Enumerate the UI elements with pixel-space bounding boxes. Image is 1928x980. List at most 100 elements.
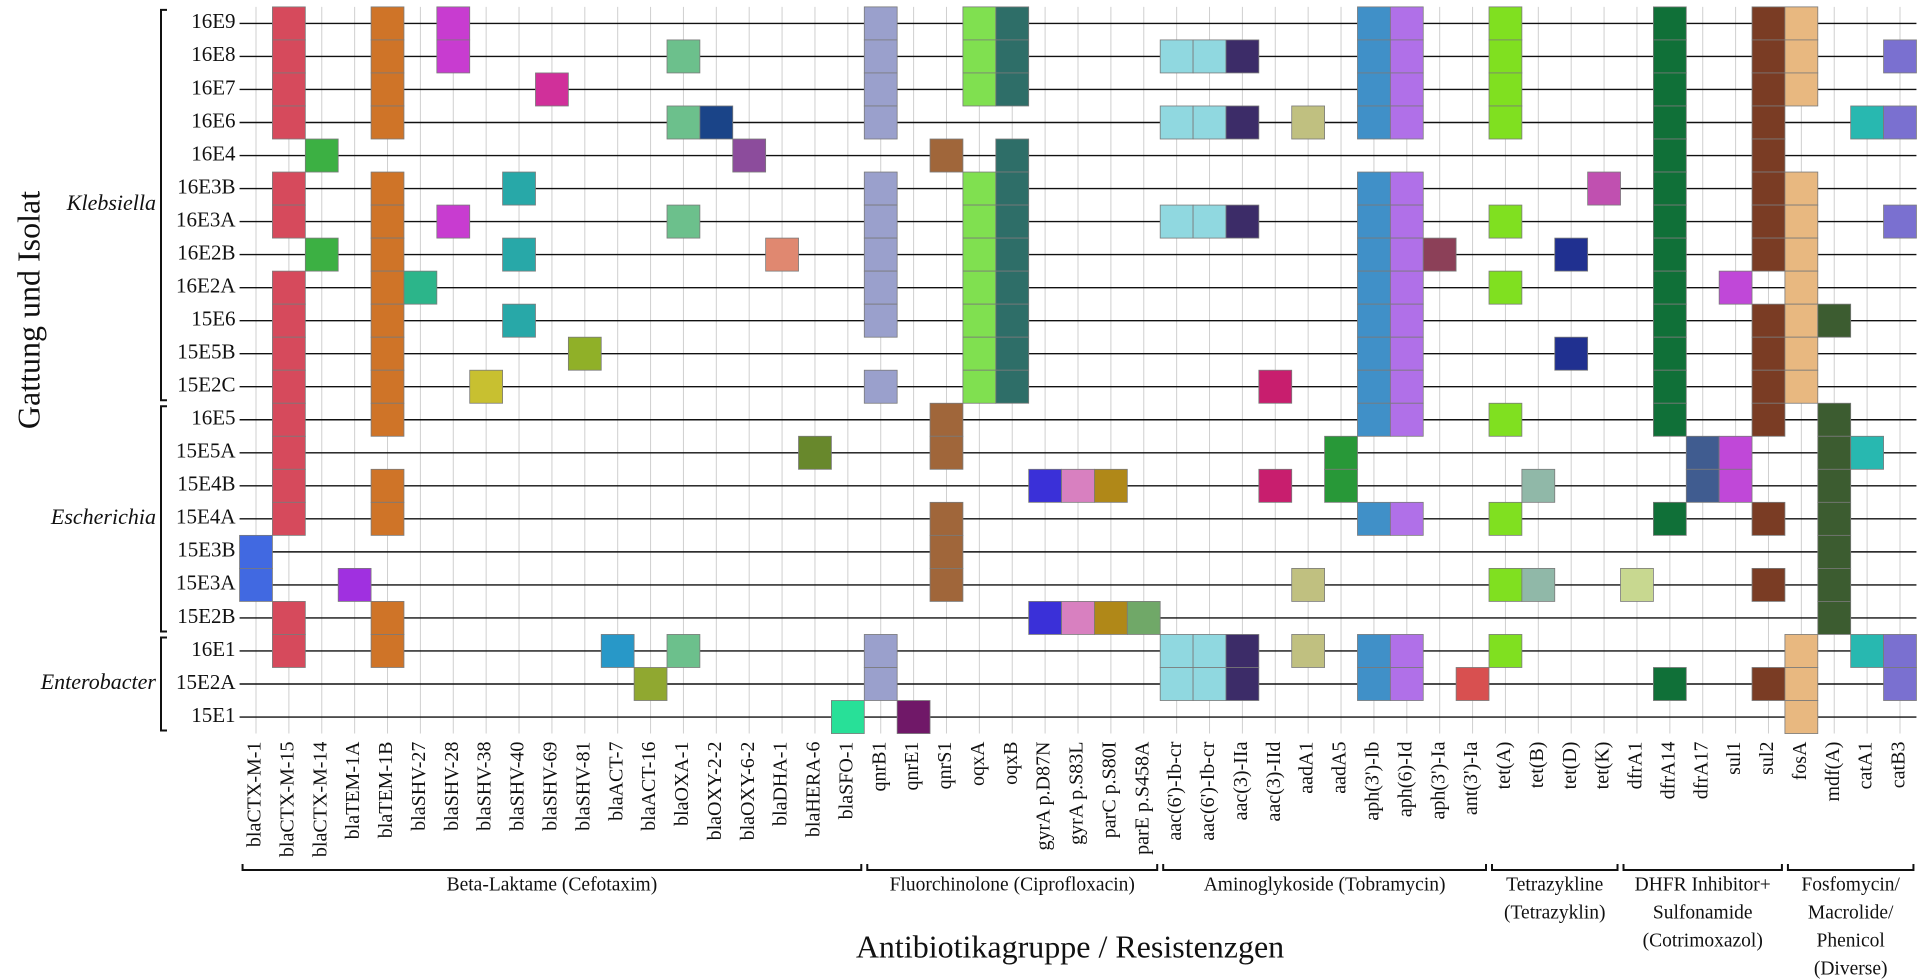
gene-cell bbox=[1357, 303, 1391, 338]
gene-cell bbox=[995, 237, 1030, 272]
gene-cell bbox=[1488, 6, 1523, 41]
gene-cell bbox=[929, 435, 964, 470]
x-tick-label: aac(3)-IIa bbox=[1230, 741, 1252, 820]
gene-cell bbox=[272, 303, 306, 338]
gene-cell bbox=[1751, 303, 1786, 338]
gene-cell bbox=[502, 303, 536, 338]
gene-cell bbox=[1357, 270, 1391, 305]
group-label: DHFR Inhibitor+ bbox=[1635, 874, 1771, 895]
gene-cell bbox=[1324, 468, 1358, 503]
gene-cell bbox=[1685, 468, 1720, 503]
group-bracket bbox=[241, 864, 863, 871]
gene-cell bbox=[732, 138, 767, 173]
gene-cell bbox=[1488, 72, 1523, 107]
gene-cell bbox=[1291, 567, 1325, 602]
gene-cell bbox=[1028, 601, 1062, 635]
gene-cell bbox=[1653, 501, 1687, 536]
x-tick-label: blaSHV-38 bbox=[474, 742, 496, 831]
group-label: Fluorchinolone (Ciprofloxacin) bbox=[890, 874, 1135, 895]
x-tick-label: aph(3')-Ib bbox=[1362, 742, 1384, 821]
gene-cell bbox=[831, 700, 865, 734]
gene-cell bbox=[1488, 270, 1523, 305]
x-tick-label: blaSHV-40 bbox=[507, 742, 529, 831]
gene-cell bbox=[272, 171, 306, 206]
x-tick-label: aac(3)-IId bbox=[1263, 742, 1285, 822]
x-tick-label: blaOXY-6-2 bbox=[737, 742, 759, 841]
x-tick-label: aac(6')-Ib-cr bbox=[1197, 741, 1219, 840]
gene-cell bbox=[929, 534, 964, 569]
group-label: Macrolide/ bbox=[1808, 902, 1894, 923]
gene-cell bbox=[1192, 204, 1227, 239]
gene-cell bbox=[863, 72, 898, 107]
gene-cell bbox=[272, 402, 306, 437]
gene-cell bbox=[633, 667, 668, 701]
gene-cell bbox=[1094, 601, 1128, 635]
gene-cell bbox=[1094, 468, 1128, 503]
gene-cell bbox=[929, 501, 964, 536]
x-tick-label: parC p.S80I bbox=[1098, 742, 1120, 839]
gene-cell bbox=[995, 336, 1030, 371]
gene-cell bbox=[370, 303, 405, 338]
x-tick-label: blaSFO-1 bbox=[835, 742, 857, 820]
gene-cell bbox=[1389, 667, 1424, 701]
gene-cell bbox=[1751, 336, 1786, 371]
gene-cell bbox=[272, 336, 306, 371]
x-tick-label: blaOXA-1 bbox=[671, 742, 693, 826]
gene-cell bbox=[896, 700, 931, 734]
gene-cell bbox=[370, 634, 405, 668]
genus-bracket bbox=[160, 405, 167, 633]
gene-cell bbox=[962, 336, 997, 371]
gene-cell bbox=[1751, 369, 1786, 404]
gene-cell bbox=[666, 634, 701, 668]
gene-cell bbox=[1850, 105, 1884, 140]
gene-cell bbox=[699, 105, 734, 140]
gene-cell bbox=[1389, 402, 1424, 437]
gene-cell bbox=[1784, 270, 1819, 305]
gene-cell bbox=[962, 72, 997, 107]
gene-cell bbox=[600, 634, 635, 668]
gene-cell bbox=[370, 601, 405, 635]
gene-cell bbox=[1653, 667, 1687, 701]
x-tick-label: mdf(A) bbox=[1822, 742, 1844, 802]
y-tick-label: 15E3B bbox=[177, 538, 235, 562]
y-tick-label: 16E2B bbox=[177, 240, 235, 264]
y-tick-label: 16E2A bbox=[176, 273, 236, 297]
y-tick-label: 15E2C bbox=[177, 373, 235, 397]
gene-cell bbox=[1817, 501, 1852, 536]
gene-cell bbox=[1751, 105, 1786, 140]
x-tick-label: blaTEM-1B bbox=[375, 742, 397, 839]
x-tick-label: parE p.S458A bbox=[1131, 741, 1153, 855]
gene-cell bbox=[962, 6, 997, 41]
gene-cell bbox=[1488, 402, 1523, 437]
gene-cell bbox=[765, 237, 799, 272]
x-tick-label: blaACT-16 bbox=[638, 742, 660, 831]
gene-cell bbox=[370, 402, 405, 437]
gene-cell bbox=[272, 501, 306, 536]
group-label: (Cotrimoxazol) bbox=[1643, 930, 1763, 951]
gene-cell bbox=[929, 567, 964, 602]
gene-cell bbox=[995, 6, 1030, 41]
gene-cell bbox=[370, 369, 405, 404]
x-tick-label: sul1 bbox=[1723, 742, 1745, 775]
gene-cell bbox=[1554, 336, 1589, 371]
gene-cell bbox=[1061, 468, 1095, 503]
x-tick-label: tet(D) bbox=[1559, 742, 1581, 790]
gene-cell bbox=[929, 138, 964, 173]
gene-cell bbox=[863, 39, 898, 74]
x-tick-label: blaCTX-M-14 bbox=[309, 742, 331, 858]
gene-cell bbox=[1718, 468, 1753, 503]
x-tick-label: qnrB1 bbox=[868, 742, 890, 792]
gene-cell bbox=[995, 204, 1030, 239]
gene-cell bbox=[304, 237, 339, 272]
gene-cell bbox=[1192, 634, 1227, 668]
gene-cell bbox=[1784, 237, 1819, 272]
gene-cell bbox=[929, 402, 964, 437]
gene-cell bbox=[1784, 369, 1819, 404]
gene-cell bbox=[272, 6, 306, 41]
gene-cell bbox=[272, 435, 306, 470]
genus-label: Enterobacter bbox=[40, 669, 157, 694]
genus-label: Escherichia bbox=[50, 504, 156, 529]
gene-cell bbox=[1751, 237, 1786, 272]
y-axis-title: Gattung und Isolat bbox=[10, 191, 46, 429]
gene-cell bbox=[1225, 667, 1260, 701]
